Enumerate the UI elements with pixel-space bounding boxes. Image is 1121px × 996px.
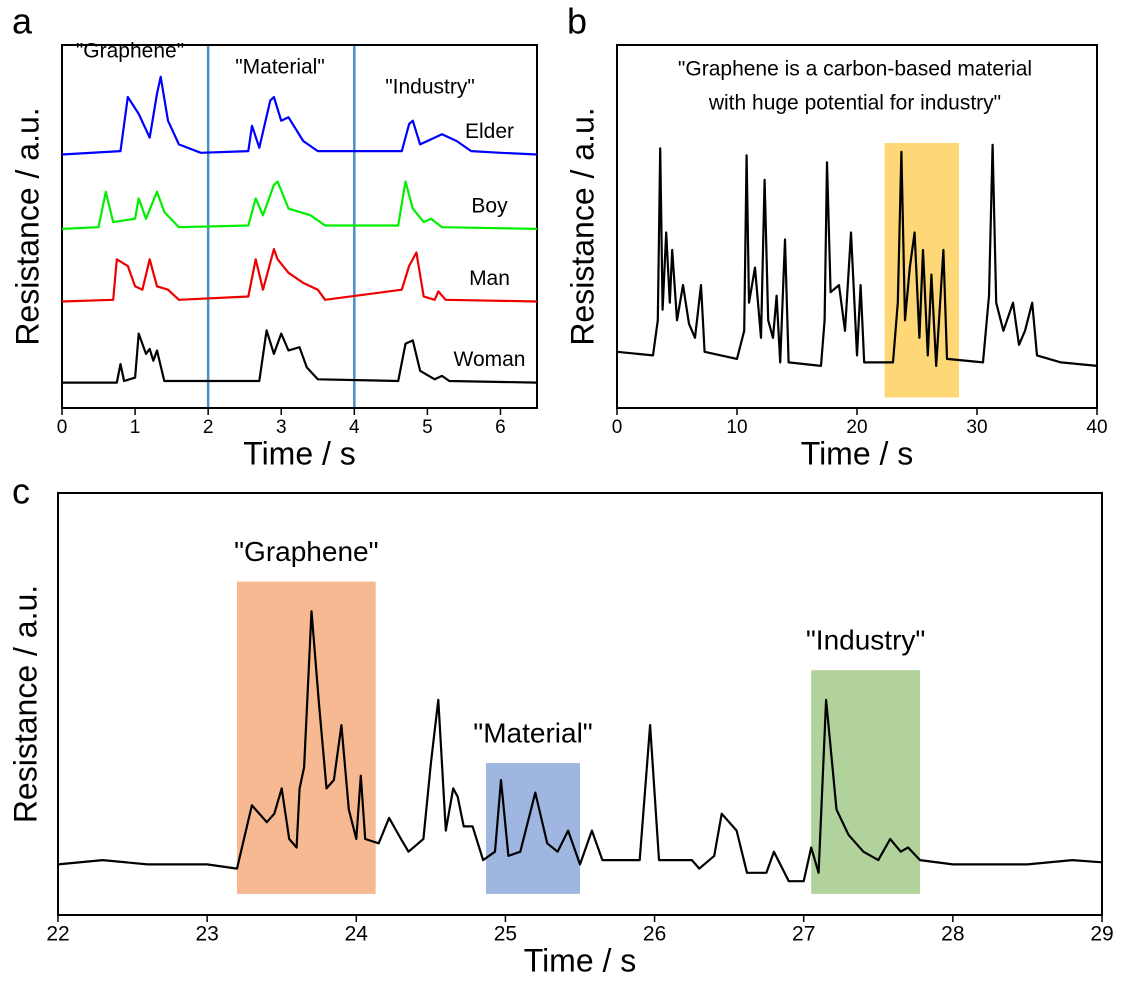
sentence-label: "Graphene is a carbon-based material <box>678 58 1032 81</box>
x-tick-label: 1 <box>130 417 141 438</box>
highlight-label: "Industry" <box>806 625 925 656</box>
series-line <box>61 75 538 156</box>
x-tick-label: 29 <box>1090 923 1113 946</box>
signal-line <box>616 143 1098 367</box>
x-tick-label: 0 <box>612 417 623 438</box>
y-axis-label: Resistance / a.u. <box>9 107 45 345</box>
x-tick-label: 10 <box>726 417 747 438</box>
word-label: "Material" <box>235 56 325 79</box>
highlight-label: "Graphene" <box>234 536 378 567</box>
y-axis-label: Resistance / a.u. <box>564 107 600 345</box>
panel-label: b <box>567 1 587 42</box>
x-axis-label: Time / s <box>524 942 637 978</box>
series-line <box>61 180 538 230</box>
x-tick-label: 40 <box>1086 417 1107 438</box>
x-tick-label: 3 <box>276 417 287 438</box>
x-tick-label: 30 <box>966 417 987 438</box>
x-tick-label: 6 <box>495 417 506 438</box>
x-tick-label: 4 <box>349 417 360 438</box>
x-tick-label: 23 <box>195 923 218 946</box>
word-label: "Graphene" <box>76 40 184 63</box>
plot-frame <box>61 44 538 409</box>
x-tick-label: 0 <box>57 417 68 438</box>
x-tick-label: 27 <box>792 923 815 946</box>
x-tick-label: 2 <box>203 417 214 438</box>
highlight-box <box>811 670 921 894</box>
signal-line <box>57 610 1103 883</box>
x-tick-label: 26 <box>643 923 666 946</box>
y-axis-label: Resistance / a.u. <box>7 585 43 823</box>
series-label: Elder <box>465 120 514 143</box>
sentence-label: with huge potential for industry" <box>708 92 1001 115</box>
panel-label: a <box>12 1 33 42</box>
x-axis-label: Time / s <box>801 435 914 471</box>
x-tick-label: 24 <box>345 923 369 946</box>
highlight-label: "Material" <box>473 717 592 748</box>
plot-frame <box>57 492 1103 916</box>
x-tick-label: 28 <box>941 923 964 946</box>
word-label: "Industry" <box>385 76 475 99</box>
x-tick-label: 25 <box>494 923 517 946</box>
series-label: Woman <box>454 348 526 371</box>
series-line <box>62 329 538 384</box>
series-label: Man <box>469 267 510 290</box>
panel-label: c <box>12 471 30 512</box>
series-label: Boy <box>471 194 508 217</box>
x-tick-label: 22 <box>46 923 69 946</box>
x-axis-label: Time / s <box>243 435 356 471</box>
x-tick-label: 20 <box>846 417 867 438</box>
series-line <box>61 248 538 303</box>
x-tick-label: 5 <box>422 417 433 438</box>
